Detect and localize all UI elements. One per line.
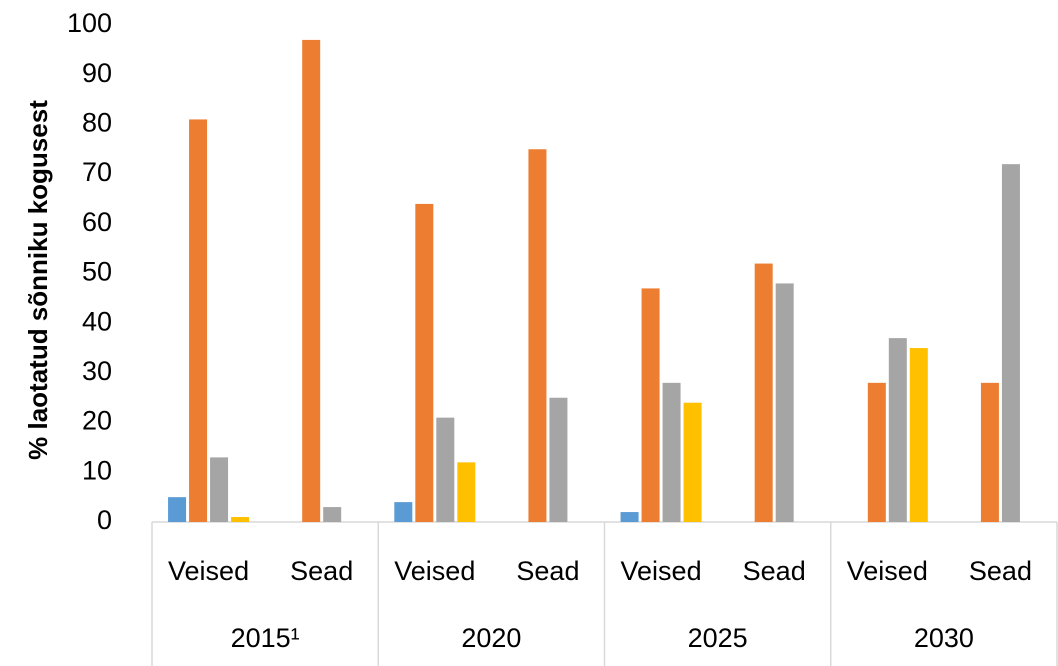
bar [189, 119, 208, 523]
y-tick-label: 0 [97, 505, 112, 535]
y-tick-label: 40 [82, 306, 112, 336]
group-label: 2030 [914, 623, 974, 653]
bar [168, 497, 187, 522]
y-tick-label: 100 [67, 8, 112, 38]
bar [641, 288, 660, 522]
bar [662, 382, 681, 522]
group-label: 2015¹ [231, 623, 300, 653]
x-tick-label: Veised [168, 556, 249, 586]
bar [888, 338, 907, 522]
bar [683, 402, 702, 522]
y-tick-label: 80 [82, 108, 112, 138]
bar [394, 502, 413, 522]
bar [775, 283, 794, 522]
y-tick-label: 30 [82, 356, 112, 386]
bar [436, 417, 455, 522]
bar [620, 512, 639, 522]
bar [415, 203, 434, 523]
x-tick-label: Sead [743, 556, 806, 586]
bar [231, 517, 250, 522]
y-tick-label: 20 [82, 406, 112, 436]
bar [754, 263, 773, 522]
bar [1001, 164, 1020, 522]
bar [210, 457, 229, 522]
bar [867, 382, 886, 522]
bar [323, 507, 342, 522]
y-axis-title: % laotatud sõnniku kogusest [23, 100, 53, 460]
bar [302, 39, 321, 522]
x-tick-label: Veised [847, 556, 928, 586]
y-tick-label: 50 [82, 257, 112, 287]
bar [980, 382, 999, 522]
y-tick-label: 10 [82, 455, 112, 485]
group-label: 2025 [688, 623, 748, 653]
y-tick-label: 90 [82, 58, 112, 88]
x-tick-label: Sead [969, 556, 1032, 586]
x-tick-label: Sead [290, 556, 353, 586]
bar [528, 149, 547, 522]
x-tick-label: Veised [621, 556, 702, 586]
bar [457, 462, 476, 522]
group-label: 2020 [461, 623, 521, 653]
y-tick-label: 70 [82, 157, 112, 187]
bar [549, 397, 568, 522]
y-tick-label: 60 [82, 207, 112, 237]
x-tick-label: Veised [394, 556, 475, 586]
bar [909, 348, 928, 522]
x-tick-label: Sead [516, 556, 579, 586]
